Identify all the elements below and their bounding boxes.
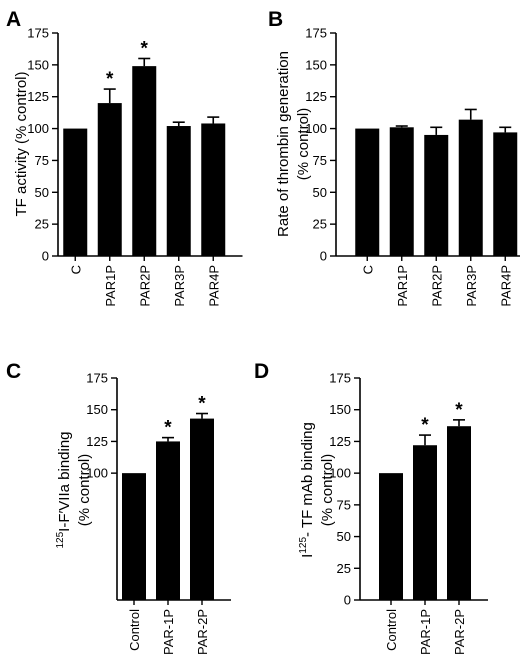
y-tick-label: 50 (313, 185, 327, 200)
bar (458, 119, 483, 256)
y-tick-label: 150 (329, 402, 351, 417)
panel-letter: B (268, 8, 283, 31)
bar (413, 445, 437, 600)
category-label: PAR1P (103, 265, 118, 307)
significance-marker: * (455, 400, 463, 421)
category-label: PAR2P (429, 265, 444, 307)
y-axis-label-part: - TF mAb binding (299, 422, 316, 537)
y-tick-label: 175 (86, 371, 108, 386)
bar (97, 103, 122, 256)
y-axis-label-part: I (299, 554, 316, 558)
category-label: Control (127, 609, 142, 651)
category-label: PAR3P (172, 265, 187, 307)
y-axis-label-superscript: 125 (55, 531, 66, 548)
y-tick-label: 75 (35, 153, 49, 168)
y-tick-label: 100 (27, 121, 49, 136)
category-label: PAR-1P (418, 609, 433, 655)
panel-A: A 0 25 50 75 100 125 150 175 C * PAR1P * PAR2P PAR3P PA… (6, 8, 243, 307)
y-tick-label: 75 (337, 497, 351, 512)
y-tick-label: 175 (305, 26, 327, 41)
y-tick-label: 100 (329, 466, 351, 481)
category-label: PAR-2P (195, 609, 210, 655)
y-axis-label-line2: (% control) (76, 454, 93, 527)
significance-marker: * (106, 69, 114, 90)
y-tick-label: 0 (344, 593, 351, 608)
panel-B: B 0 25 50 75 100 125 150 175 C PAR1P PAR2P PAR3P PAR4… (268, 8, 520, 307)
y-axis-label-part: I-F′VIIa binding (56, 431, 73, 531)
category-label: PAR4P (498, 265, 513, 307)
bar (447, 426, 471, 600)
y-tick-label: 175 (27, 26, 49, 41)
y-tick-label: 150 (305, 57, 327, 72)
bar (355, 128, 380, 256)
category-label: PAR4P (206, 265, 221, 307)
y-axis-label-line2: (% control) (319, 454, 336, 527)
y-axis-label-superscript: 125 (298, 537, 309, 554)
y-tick-label: 25 (313, 217, 327, 232)
y-tick-label: 150 (86, 402, 108, 417)
bar (424, 134, 449, 256)
category-label: PAR2P (137, 265, 152, 307)
panel-D: D 0 25 50 75 100 125 150 175 Control * PAR-1P * PAR-2… (254, 360, 488, 655)
y-axis-label: Rate of thrombin generation (275, 51, 292, 237)
category-label: C (68, 265, 83, 274)
category-label: C (360, 265, 375, 274)
y-axis-label: I125- TF mAb binding (298, 422, 316, 558)
bar (190, 418, 214, 600)
y-tick-label: 125 (27, 89, 49, 104)
y-tick-label: 0 (42, 249, 49, 264)
y-tick-label: 100 (305, 121, 327, 136)
bar (166, 126, 191, 256)
y-axis-label-line2: (% control) (295, 108, 312, 181)
y-tick-label: 25 (337, 561, 351, 576)
panel-letter: D (254, 360, 269, 383)
bar (132, 66, 157, 256)
bar (493, 132, 518, 256)
category-label: Control (384, 609, 399, 651)
bar (156, 441, 180, 600)
bar (122, 473, 146, 600)
bar (389, 127, 414, 256)
y-tick-label: 50 (35, 185, 49, 200)
bar (379, 473, 403, 600)
panel-C: C100125150175Control*PAR-1P*PAR-2P125I-F… (6, 360, 231, 655)
significance-marker: * (421, 415, 429, 436)
category-label: PAR-2P (452, 609, 467, 655)
panel-letter: A (6, 8, 21, 31)
y-tick-label: 100 (86, 466, 108, 481)
panel-letter: C (6, 360, 21, 383)
y-tick-label: 25 (35, 217, 49, 232)
category-label: PAR3P (464, 265, 479, 307)
y-tick-label: 175 (329, 371, 351, 386)
y-tick-label: 125 (329, 434, 351, 449)
y-tick-label: 125 (86, 434, 108, 449)
y-tick-label: 125 (305, 89, 327, 104)
category-label: PAR1P (395, 265, 410, 307)
bar (63, 128, 88, 256)
y-axis-label: 125I-F′VIIa binding (55, 431, 73, 548)
y-tick-label: 50 (337, 529, 351, 544)
bar (201, 123, 226, 256)
significance-marker: * (198, 394, 206, 415)
significance-marker: * (141, 38, 149, 59)
y-tick-label: 150 (27, 57, 49, 72)
y-tick-label: 75 (313, 153, 327, 168)
y-axis-label: TF activity (% control) (13, 71, 30, 216)
category-label: PAR-1P (161, 609, 176, 655)
y-tick-label: 0 (320, 249, 327, 264)
significance-marker: * (164, 418, 172, 439)
